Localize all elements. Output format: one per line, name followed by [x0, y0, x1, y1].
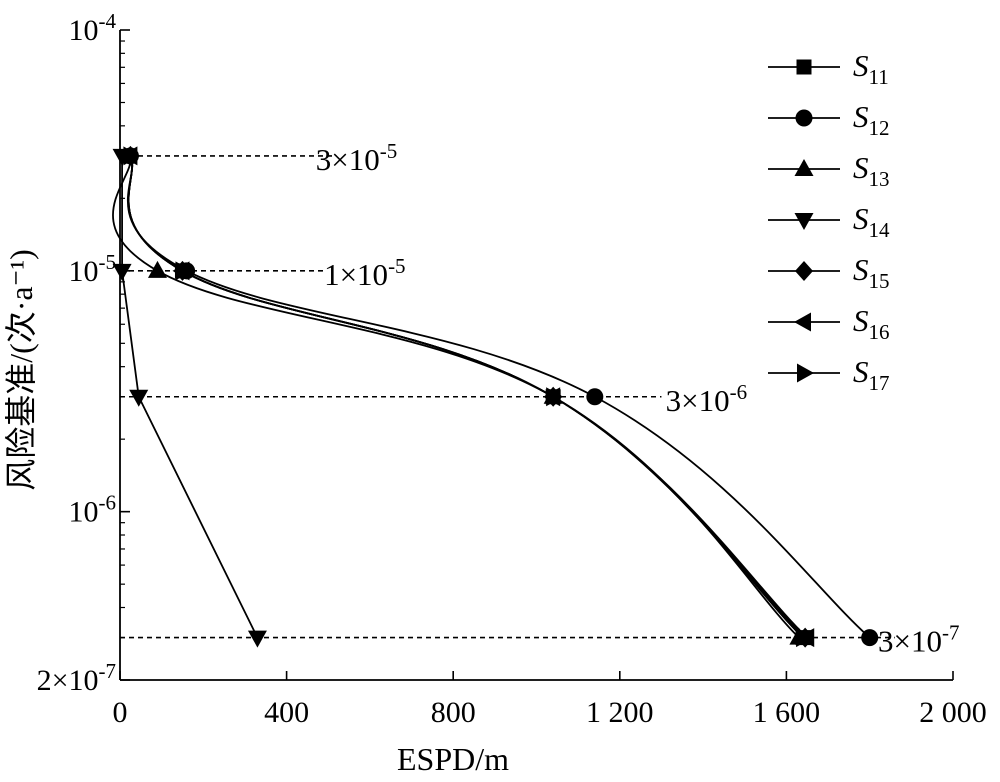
legend-entry-s16: S16 [768, 303, 890, 344]
series-lines [112, 155, 871, 639]
series-line-s14 [121, 155, 259, 638]
reference-label-exponent: -5 [388, 254, 406, 278]
y-tick-label: 10-5 [69, 250, 117, 288]
legend-marker [794, 213, 814, 230]
y-tick-label: 2×10-7 [37, 659, 116, 697]
legend-label-main: S [853, 201, 869, 236]
reference-label-exponent: -6 [730, 380, 748, 404]
legend-label: S17 [853, 354, 890, 395]
y-tick-label-base: 10 [69, 255, 99, 288]
y-tick-label-base: 10 [69, 14, 99, 47]
legend-label-sub: 13 [869, 167, 890, 191]
series-line-s17 [127, 155, 804, 639]
data-point-s17 [546, 387, 564, 407]
x-tick-label: 800 [431, 696, 476, 729]
data-point-s14 [129, 389, 149, 407]
legend-marker [796, 59, 812, 75]
y-tick-label-exponent: -6 [99, 491, 117, 515]
legend-entry-s12: S12 [768, 99, 890, 140]
legend-entry-s17: S17 [768, 354, 890, 395]
reference-label: 1×10-5 [324, 254, 405, 292]
data-point-s14 [247, 630, 267, 648]
data-point-s12 [861, 629, 879, 647]
reference-lines: 3×10-51×10-53×10-63×10-7 [120, 139, 960, 659]
legend-label-sub: 14 [869, 218, 891, 242]
legend-label-sub: 11 [869, 65, 889, 89]
y-axis-title: 风险基准/(次·a⁻¹) [3, 249, 39, 491]
legend-label-sub: 15 [869, 269, 890, 293]
x-tick-label: 1 200 [586, 696, 654, 729]
x-tick-label: 2 000 [919, 696, 987, 729]
data-point-s12 [586, 388, 604, 406]
legend-label-main: S [853, 150, 869, 185]
legend-label-sub: 17 [869, 371, 890, 395]
series-markers [112, 145, 879, 648]
data-point-s17 [175, 261, 193, 281]
y-tick-label-exponent: -4 [99, 9, 117, 33]
legend-label: S15 [853, 252, 890, 293]
x-tick-label: 400 [264, 696, 309, 729]
reference-label-exponent: -7 [942, 621, 960, 645]
reference-label-base: 3×10 [316, 142, 380, 177]
legend-label-main: S [853, 99, 869, 134]
legend-entry-s15: S15 [768, 252, 890, 293]
legend-label-main: S [853, 252, 869, 287]
legend-label: S11 [853, 48, 889, 89]
reference-label-exponent: -5 [380, 139, 398, 163]
legend-label: S12 [853, 99, 890, 140]
legend-marker [794, 312, 811, 332]
legend-label-sub: 16 [869, 320, 890, 344]
legend-label: S13 [853, 150, 890, 191]
legend-entry-s14: S14 [768, 201, 890, 242]
y-tick-label-exponent: -5 [99, 250, 117, 274]
legend-label-main: S [853, 48, 869, 83]
legend-marker [797, 363, 814, 383]
reference-label-base: 1×10 [324, 257, 388, 292]
legend-label-sub: 12 [869, 116, 890, 140]
legend-label-main: S [853, 303, 869, 338]
y-tick-label-base: 2×10 [37, 664, 99, 697]
legend-label-main: S [853, 354, 869, 389]
x-axis-title: ESPD/m [397, 741, 509, 777]
data-point-s17 [796, 628, 814, 648]
legend-entry-s11: S11 [768, 48, 889, 89]
data-point-s13 [147, 260, 167, 278]
legend-marker [795, 109, 813, 127]
legend-entry-s13: S13 [768, 150, 890, 191]
legend-marker [795, 261, 813, 281]
reference-label: 3×10-5 [316, 139, 397, 177]
reference-label-base: 3×10 [666, 383, 730, 418]
reference-label-base: 3×10 [878, 624, 942, 659]
y-tick-label: 10-4 [69, 9, 117, 47]
x-tick-label: 0 [113, 696, 128, 729]
x-tick-label: 1 600 [753, 696, 821, 729]
data-point-s17 [123, 146, 141, 166]
y-tick-label-exponent: -7 [99, 659, 117, 683]
data-point-s14 [112, 263, 132, 281]
legend-label: S14 [853, 201, 890, 242]
legend-marker [794, 159, 814, 176]
y-tick-label-base: 10 [69, 496, 99, 529]
reference-label: 3×10-7 [878, 621, 959, 659]
y-tick-label: 10-6 [69, 491, 117, 529]
legend-label: S16 [853, 303, 890, 344]
reference-label: 3×10-6 [666, 380, 747, 418]
